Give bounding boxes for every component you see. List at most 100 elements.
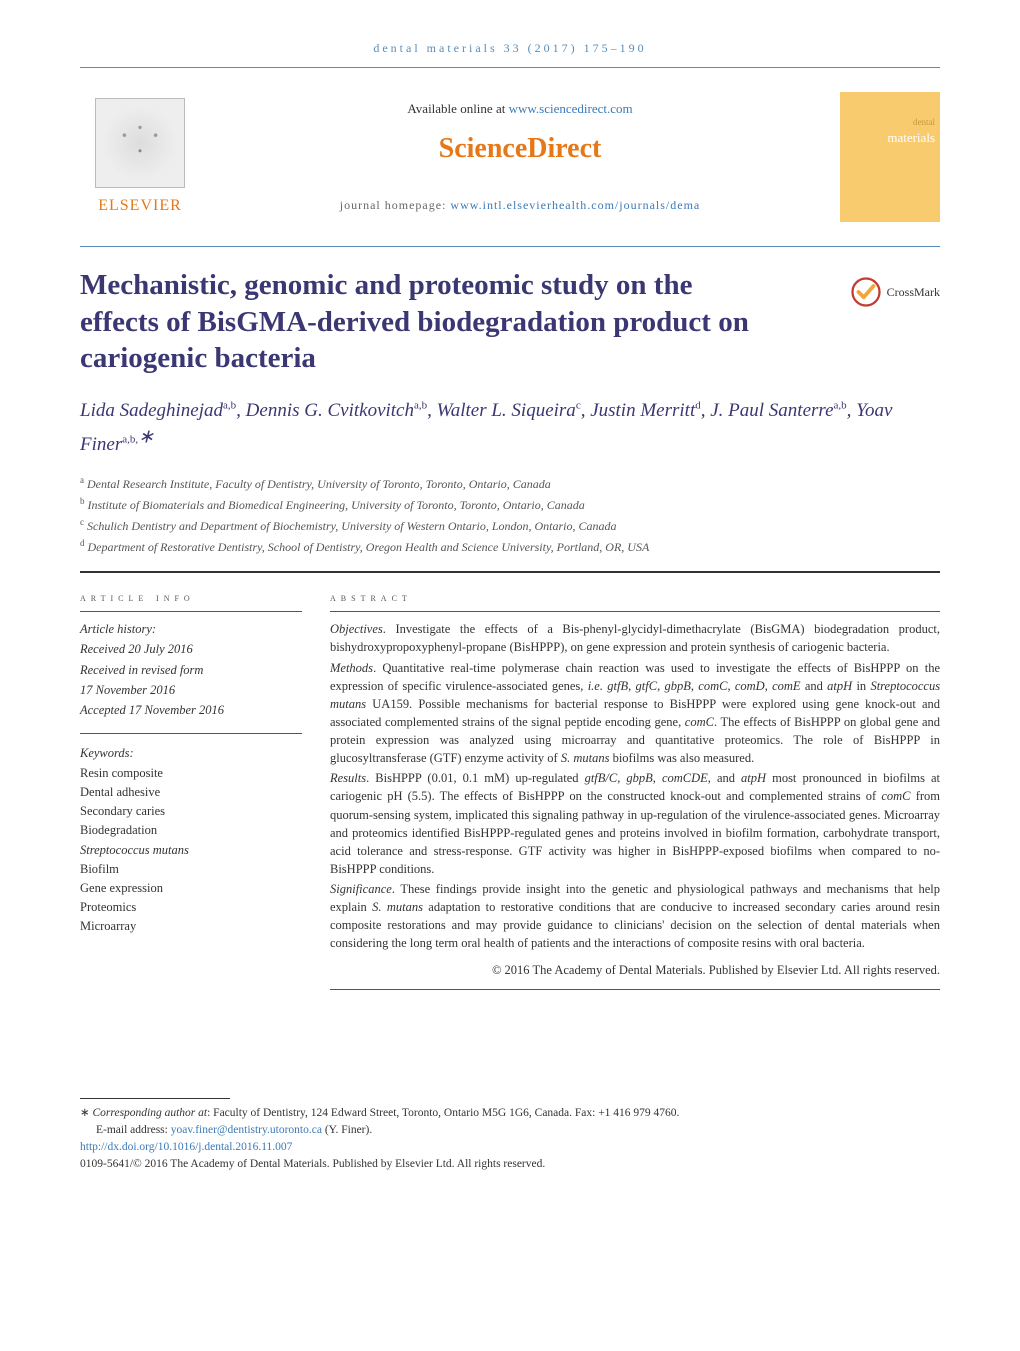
gene-gtfB: gtfB [607,679,628,693]
methods-label: Methods [330,661,373,675]
corr-text: : Faculty of Dentistry, 124 Edward Stree… [207,1107,679,1119]
article-title: Mechanistic, genomic and proteomic study… [80,267,760,376]
email-label: E-mail address: [96,1124,171,1136]
divider [80,733,302,734]
keyword-item: Streptococcus mutans [80,841,302,859]
affiliation: b Institute of Biomaterials and Biomedic… [80,494,940,515]
history-revised-2: 17 November 2016 [80,681,302,699]
methods-t5: biofilms was also measured. [609,751,754,765]
history-accepted: Accepted 17 November 2016 [80,701,302,719]
elsevier-logo-block: ELSEVIER [80,98,200,217]
affiliation: a Dental Research Institute, Faculty of … [80,473,940,494]
journal-hp-link[interactable]: www.intl.elsevierhealth.com/journals/dem… [450,198,700,212]
in: in [852,679,870,693]
gene-comCDE: comCDE [662,771,708,785]
cover-small: dental [845,116,935,129]
gene-comC-2: comC [685,715,714,729]
article-info-label: ARTICLE INFO [80,591,302,607]
journal-hp-pre: journal homepage: [340,198,451,212]
gene-comD: comD [735,679,765,693]
doi-line: http://dx.doi.org/10.1016/j.dental.2016.… [80,1139,940,1156]
email-line: E-mail address: yoav.finer@dentistry.uto… [80,1122,940,1139]
author: J. Paul Santerrea,b [710,400,846,421]
issn-line: 0109-5641/© 2016 The Academy of Dental M… [80,1156,940,1173]
journal-cover-thumb: dental materials [840,92,940,222]
divider [330,989,940,990]
c: , [617,771,626,785]
gene-comC: comC [698,679,727,693]
keyword-item: Microarray [80,917,302,935]
corr-sym: ∗ [80,1107,90,1119]
keyword-item: Biofilm [80,860,302,878]
results-label: Results [330,771,366,785]
email-link[interactable]: yoav.finer@dentistry.utoronto.ca [171,1124,322,1136]
journal-homepage: journal homepage: www.intl.elsevierhealt… [200,197,840,214]
divider [80,611,302,612]
author-list: Lida Sadeghinejada,b, Dennis G. Cvitkovi… [80,398,940,459]
cover-title: dental materials [845,116,935,148]
elsevier-wordmark: ELSEVIER [98,194,182,217]
affiliation: d Department of Restorative Dentistry, S… [80,536,940,557]
available-online-pre: Available online at [407,101,508,116]
gene-gbpB: gbpB [664,679,690,693]
significance-label: Significance [330,882,392,896]
abstract-objectives: Objectives. Investigate the effects of a… [330,620,940,656]
cover-big: materials [887,130,935,145]
header-center: Available online at www.sciencedirect.co… [200,100,840,215]
crossmark-label: CrossMark [887,284,940,301]
keyword-item: Biodegradation [80,821,302,839]
abstract-copyright: © 2016 The Academy of Dental Materials. … [330,961,940,979]
gene-atpH-2: atpH [741,771,766,785]
abstract-significance: Significance. These findings provide ins… [330,880,940,953]
corresponding-author: ∗ Corresponding author at: Faculty of De… [80,1105,940,1122]
c: , [765,679,772,693]
keywords-block: Keywords: Resin compositeDental adhesive… [80,744,302,935]
history-label: Article history: [80,620,302,638]
article-history: Article history: Received 20 July 2016 R… [80,620,302,719]
author: Walter L. Siqueirac [437,400,581,421]
species-smutans-2: S. mutans [561,751,610,765]
author: Dennis G. Cvitkovitcha,b [246,400,427,421]
gene-gbpB-2: gbpB [626,771,652,785]
divider [80,67,940,68]
ie: i.e. [588,679,603,693]
footnotes: ∗ Corresponding author at: Faculty of De… [80,1105,940,1174]
gene-comE: comE [772,679,800,693]
elsevier-tree-icon [95,98,185,188]
available-online: Available online at www.sciencedirect.co… [200,100,840,119]
keyword-item: Dental adhesive [80,783,302,801]
keywords-label: Keywords: [80,744,302,762]
species-smutans-3: S. mutans [372,900,423,914]
email-person: (Y. Finer). [322,1124,372,1136]
gene-gtfBC: gtfB/C [585,771,618,785]
c: , [628,679,635,693]
c: , and [708,771,741,785]
footnote-rule [80,1098,230,1099]
keyword-item: Secondary caries [80,802,302,820]
gene-gtfC: gtfC [636,679,658,693]
affiliation-list: a Dental Research Institute, Faculty of … [80,473,940,558]
keyword-item: Proteomics [80,898,302,916]
author: Lida Sadeghinejada,b [80,400,236,421]
c: , [727,679,734,693]
and: and [801,679,828,693]
crossmark-icon [851,277,881,307]
sciencedirect-wordmark: ScienceDirect [200,129,840,170]
journal-ref: dental materials 33 (2017) 175–190 [80,40,940,57]
objectives-text: . Investigate the effects of a Bis-pheny… [330,622,940,654]
gene-comC-3: comC [881,789,910,803]
gene-atpH: atpH [827,679,852,693]
results-t1: . BisHPPP (0.01, 0.1 mM) up-regulated [366,771,584,785]
history-revised-1: Received in revised form [80,661,302,679]
abstract-results: Results. BisHPPP (0.01, 0.1 mM) up-regul… [330,769,940,878]
c: , [653,771,662,785]
doi-link[interactable]: http://dx.doi.org/10.1016/j.dental.2016.… [80,1141,292,1153]
crossmark-badge[interactable]: CrossMark [851,277,940,307]
author: Justin Merrittd [590,400,701,421]
keyword-item: Gene expression [80,879,302,897]
divider [80,246,940,247]
history-received: Received 20 July 2016 [80,640,302,658]
divider [80,571,940,573]
abstract-label: ABSTRACT [330,591,940,607]
sciencedirect-link[interactable]: www.sciencedirect.com [509,101,633,116]
